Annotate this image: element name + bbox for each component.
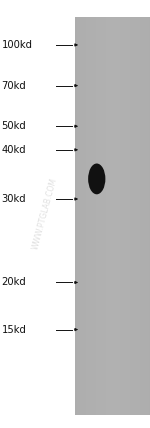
Bar [81,17,82,415]
Bar [79,17,80,415]
Text: 20kd: 20kd [2,277,26,288]
Bar [98,17,99,415]
Bar [107,17,108,415]
Bar [125,17,126,415]
Bar [96,17,97,415]
Bar [138,17,139,415]
Bar [117,17,118,415]
Bar [92,17,93,415]
Bar [141,17,142,415]
Bar [122,17,123,415]
Bar [95,17,96,415]
Bar [143,17,144,415]
Bar [78,17,79,415]
Bar [89,17,90,415]
Text: 70kd: 70kd [2,80,26,91]
Bar [115,17,116,415]
Bar [77,17,78,415]
Bar [149,17,150,415]
Bar [128,17,129,415]
Bar [97,17,98,415]
Bar [112,17,113,415]
Bar [147,17,148,415]
Bar [134,17,135,415]
Bar [121,17,122,415]
Bar [75,17,76,415]
Bar [105,17,106,415]
Bar [133,17,134,415]
Bar [145,17,146,415]
Bar [76,17,77,415]
Bar [110,17,111,415]
Text: 100kd: 100kd [2,40,33,50]
Bar [126,17,127,415]
Bar [82,17,83,415]
Text: WWW.PTGLAB.COM: WWW.PTGLAB.COM [31,177,59,251]
Bar [108,17,109,415]
Bar [129,17,130,415]
Bar [132,17,133,415]
Bar [120,17,121,415]
Bar [87,17,88,415]
Bar [127,17,128,415]
Bar [82,17,83,415]
Bar [91,17,92,415]
Bar [136,17,137,415]
Bar [104,17,105,415]
Bar [85,17,86,415]
Bar [114,17,115,415]
Bar [86,17,87,415]
Bar [139,17,140,415]
Bar [102,17,103,415]
Bar [80,17,81,415]
Bar [88,17,89,415]
Text: 40kd: 40kd [2,145,26,155]
Bar [103,17,104,415]
Bar [101,17,102,415]
Bar [123,17,124,415]
Bar [99,17,100,415]
Bar [144,17,145,415]
Bar [135,17,136,415]
Bar [83,17,84,415]
Bar [100,17,101,415]
Bar [131,17,132,415]
Bar [124,17,125,415]
Text: 30kd: 30kd [2,194,26,204]
Bar [137,17,138,415]
Text: 15kd: 15kd [2,324,26,335]
Bar [93,17,94,415]
Bar [146,17,147,415]
Text: 50kd: 50kd [2,121,26,131]
Bar [90,17,91,415]
Bar [94,17,95,415]
Bar [84,17,85,415]
Bar [118,17,119,415]
Bar [116,17,117,415]
Bar [113,17,114,415]
Bar [75,17,150,415]
Bar [142,17,143,415]
Ellipse shape [88,163,105,194]
Bar [111,17,112,415]
Bar [106,17,107,415]
Bar [119,17,120,415]
Bar [109,17,110,415]
Bar [148,17,149,415]
Bar [130,17,131,415]
Bar [140,17,141,415]
